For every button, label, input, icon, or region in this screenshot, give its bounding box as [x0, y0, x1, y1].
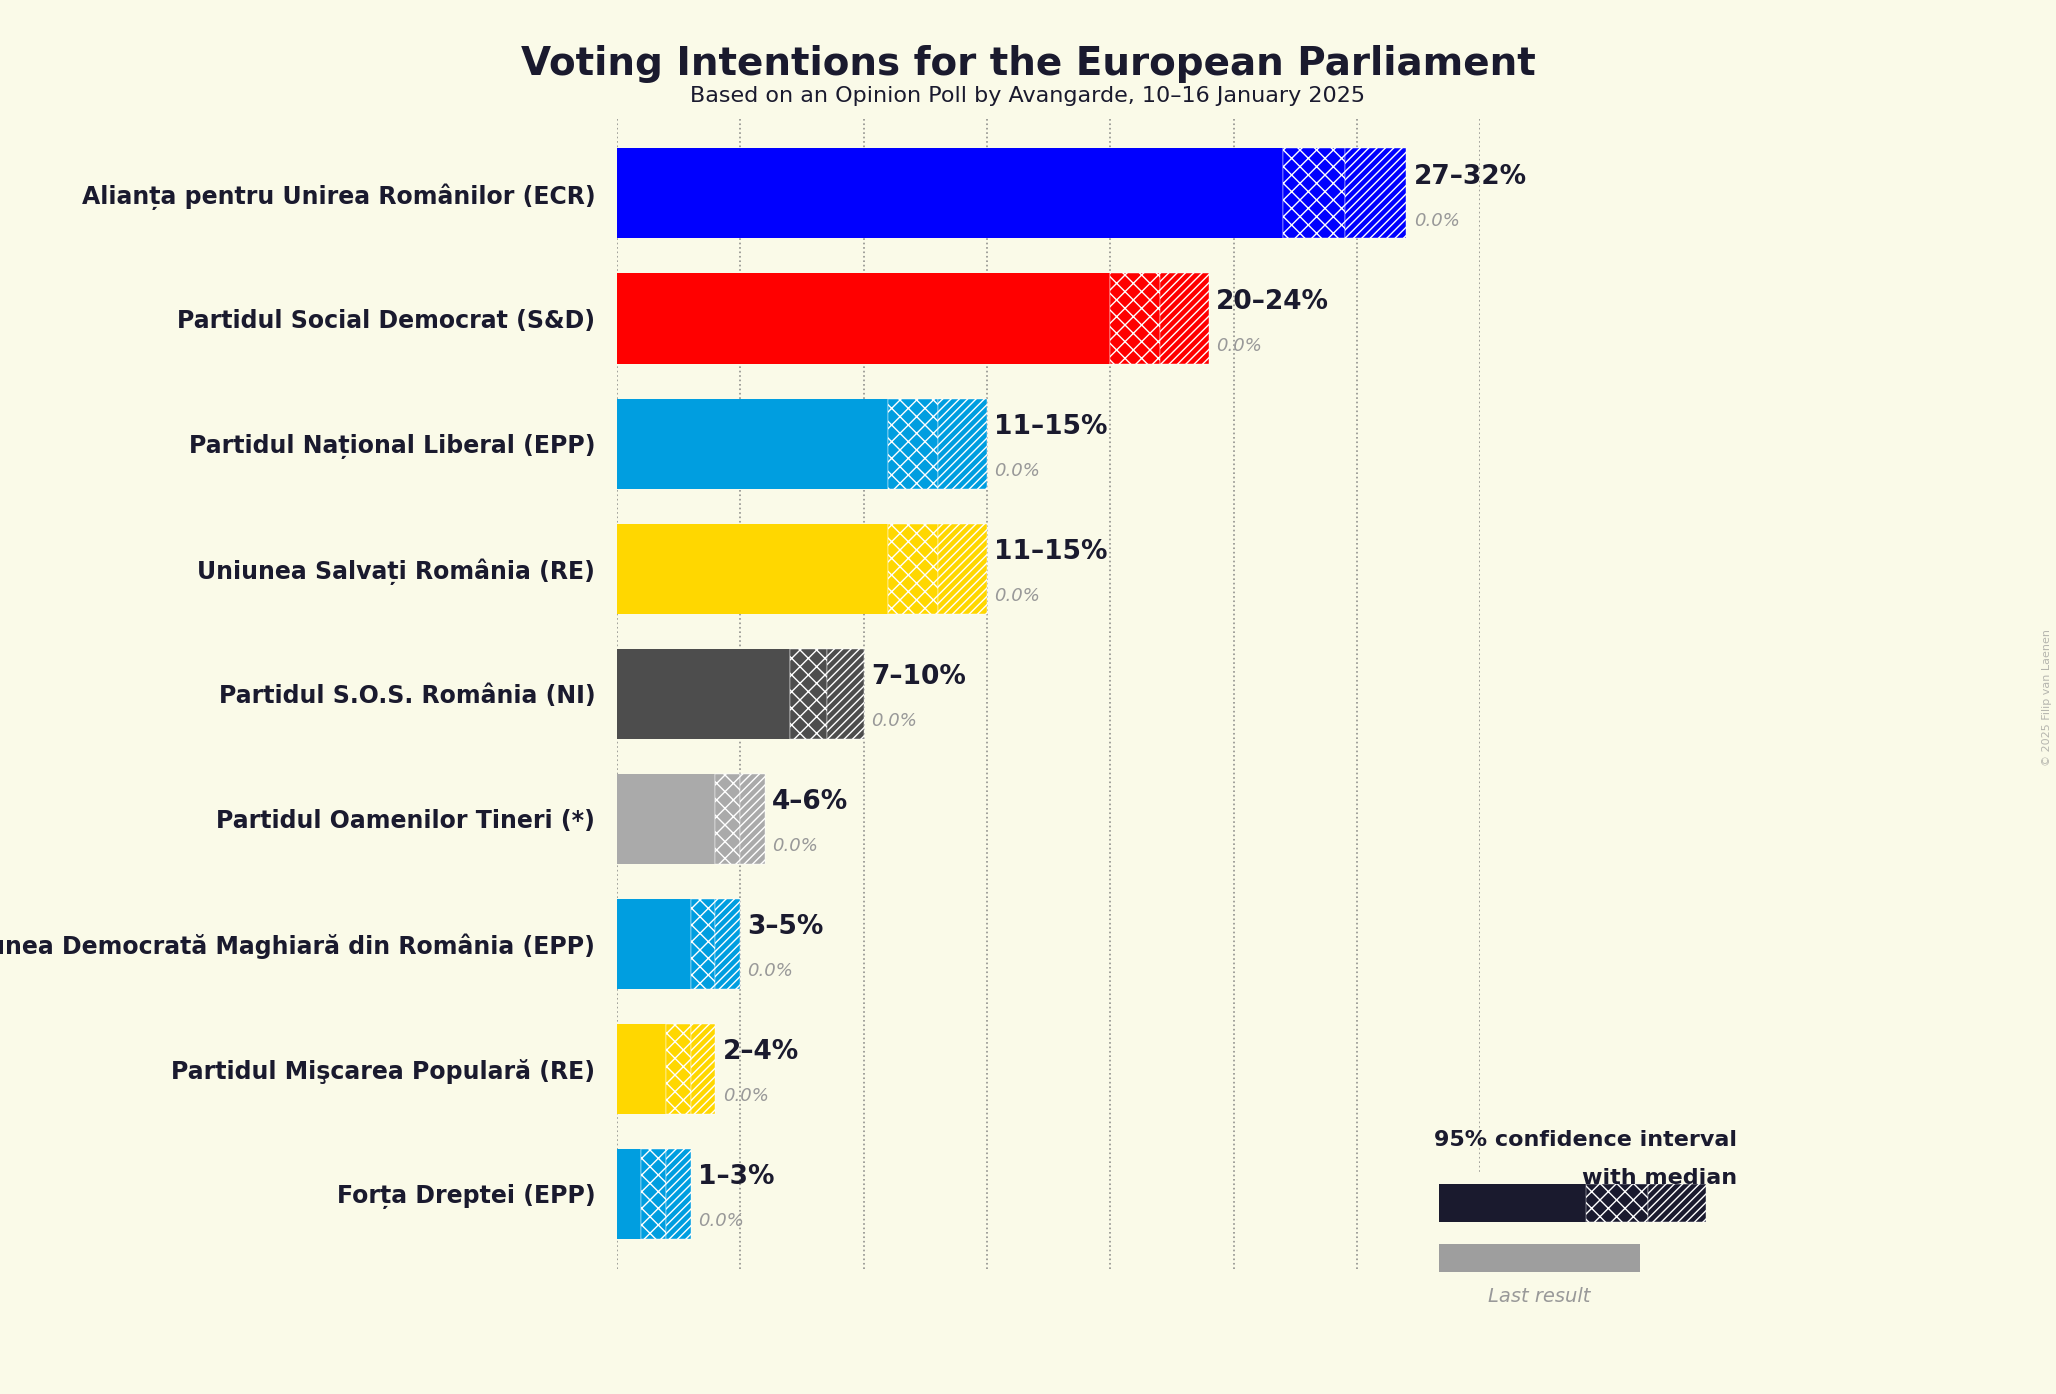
Bar [691, 899, 715, 988]
Text: 0.0%: 0.0% [748, 962, 794, 980]
Bar [790, 648, 827, 739]
Bar [1439, 1184, 1587, 1223]
Bar [1345, 149, 1406, 238]
Bar [715, 899, 740, 988]
Text: Based on an Opinion Poll by Avangarde, 10–16 January 2025: Based on an Opinion Poll by Avangarde, 1… [691, 86, 1365, 106]
Bar [617, 399, 888, 488]
Bar [1439, 1245, 1641, 1273]
Bar [666, 1023, 691, 1114]
Bar [617, 149, 1283, 238]
Text: 3–5%: 3–5% [748, 914, 824, 941]
Bar [617, 899, 691, 988]
Bar [715, 774, 740, 863]
Bar [691, 1023, 715, 1114]
Bar [1160, 273, 1209, 364]
Bar [1587, 1184, 1647, 1223]
Bar [740, 774, 765, 863]
Bar [641, 1149, 666, 1238]
Text: 1–3%: 1–3% [699, 1164, 775, 1190]
Text: 0.0%: 0.0% [724, 1087, 769, 1105]
Bar [1283, 149, 1406, 238]
Text: 0.0%: 0.0% [1415, 212, 1460, 230]
Text: 95% confidence interval: 95% confidence interval [1435, 1131, 1737, 1150]
Bar [888, 524, 987, 613]
Text: 0.0%: 0.0% [995, 461, 1040, 480]
Text: 0.0%: 0.0% [995, 587, 1040, 605]
Text: 7–10%: 7–10% [872, 665, 966, 690]
Bar [617, 1023, 666, 1114]
Text: 2–4%: 2–4% [724, 1040, 800, 1065]
Text: 0.0%: 0.0% [773, 836, 818, 855]
Bar [938, 399, 987, 488]
Bar [938, 524, 987, 613]
Bar [617, 273, 1110, 364]
Bar [827, 648, 864, 739]
Text: 0.0%: 0.0% [699, 1211, 744, 1230]
Text: with median: with median [1583, 1168, 1737, 1188]
Bar [888, 524, 938, 613]
Bar [617, 774, 715, 863]
Text: 0.0%: 0.0% [872, 712, 917, 730]
Bar [888, 399, 938, 488]
Bar [691, 899, 740, 988]
Text: 11–15%: 11–15% [995, 539, 1108, 565]
Bar [666, 1023, 715, 1114]
Bar [1110, 273, 1209, 364]
Text: 11–15%: 11–15% [995, 414, 1108, 441]
Text: Voting Intentions for the European Parliament: Voting Intentions for the European Parli… [520, 45, 1536, 82]
Text: 4–6%: 4–6% [773, 789, 849, 815]
Text: 20–24%: 20–24% [1217, 289, 1330, 315]
Bar [666, 1149, 691, 1238]
Bar [1647, 1184, 1706, 1223]
Text: 0.0%: 0.0% [1217, 337, 1262, 355]
Bar [641, 1149, 691, 1238]
Bar [790, 648, 864, 739]
Text: © 2025 Filip van Laenen: © 2025 Filip van Laenen [2042, 629, 2052, 765]
Bar [1110, 273, 1160, 364]
Bar [1283, 149, 1345, 238]
Bar [715, 774, 765, 863]
Bar [617, 524, 888, 613]
Bar [617, 648, 790, 739]
Text: Last result: Last result [1489, 1287, 1591, 1306]
Bar [617, 1149, 641, 1238]
Text: 27–32%: 27–32% [1415, 164, 1528, 190]
Bar [888, 399, 987, 488]
